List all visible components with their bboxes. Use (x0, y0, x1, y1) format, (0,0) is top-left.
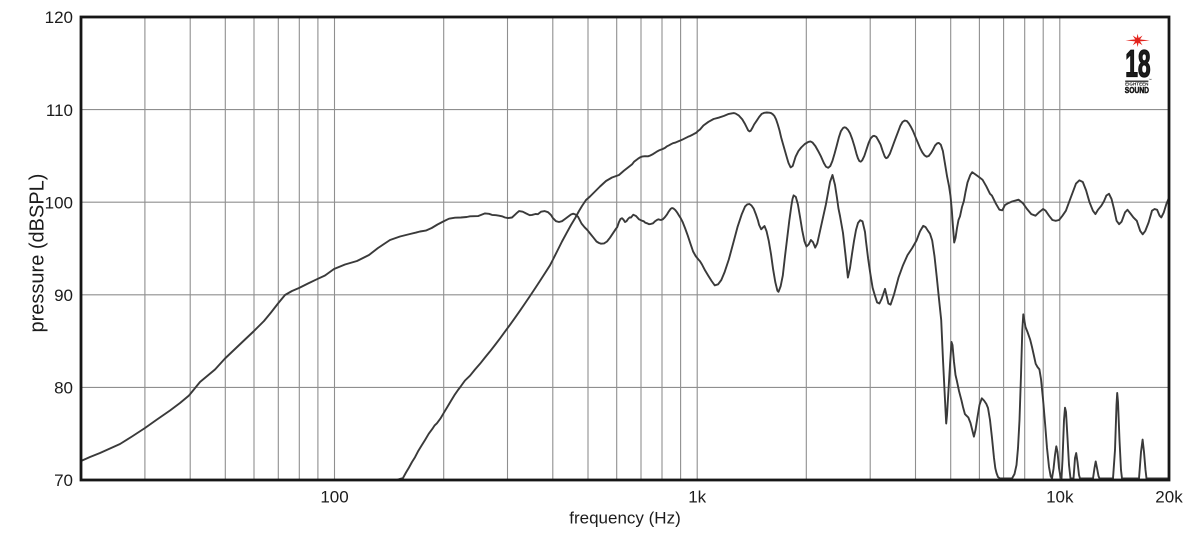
svg-text:20k: 20k (1155, 488, 1183, 507)
svg-text:80: 80 (54, 379, 73, 398)
svg-text:70: 70 (54, 471, 73, 490)
svg-text:SOUND: SOUND (1125, 86, 1149, 95)
svg-text:EIGHTEEN: EIGHTEEN (1125, 81, 1149, 86)
svg-text:™: ™ (1149, 78, 1152, 82)
svg-text:90: 90 (54, 286, 73, 305)
svg-text:pressure (dBSPL): pressure (dBSPL) (27, 174, 49, 333)
svg-text:120: 120 (45, 8, 73, 27)
svg-text:110: 110 (46, 101, 73, 120)
svg-text:10k: 10k (1046, 488, 1074, 507)
svg-text:frequency (Hz): frequency (Hz) (569, 509, 680, 528)
svg-text:1k: 1k (688, 488, 706, 507)
svg-text:100: 100 (320, 488, 348, 507)
svg-text:100: 100 (45, 193, 73, 212)
svg-text:18: 18 (1125, 43, 1150, 85)
